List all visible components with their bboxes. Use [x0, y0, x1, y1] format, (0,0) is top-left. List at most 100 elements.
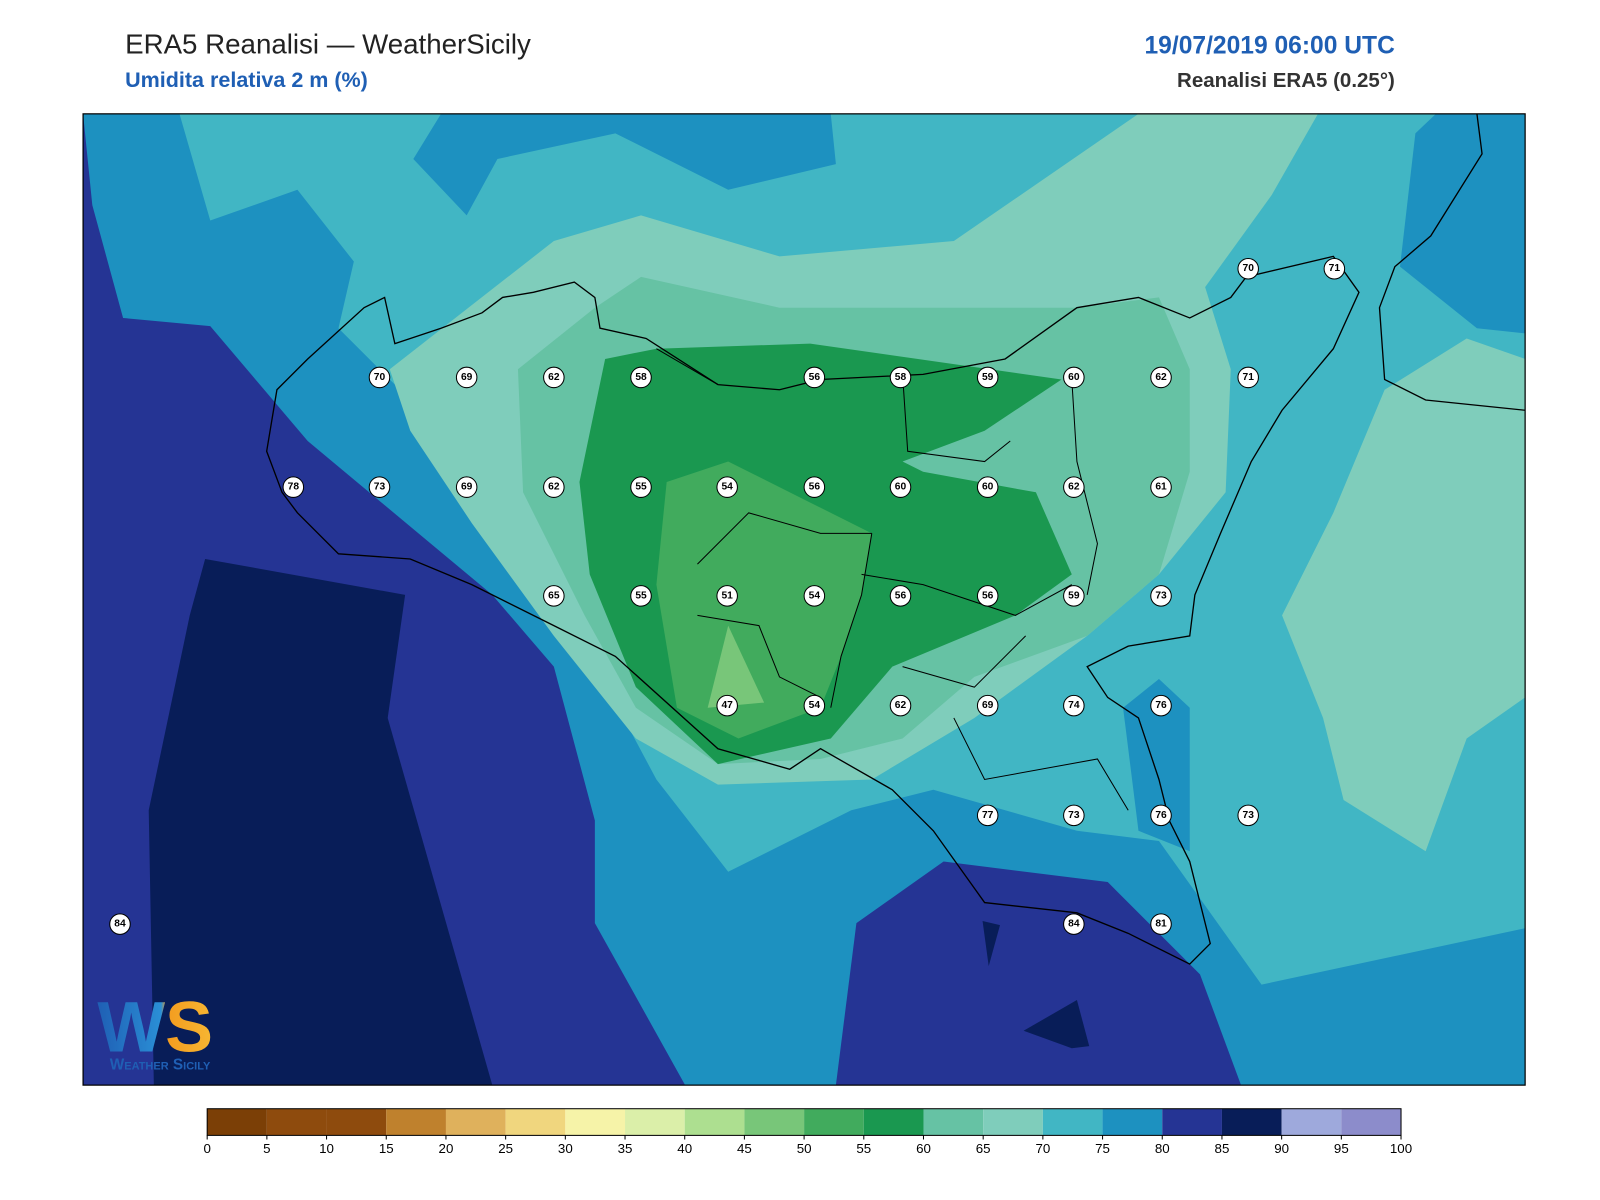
colorbar-bin: [983, 1108, 1043, 1136]
colorbar-bin: [684, 1108, 745, 1136]
station-marker: [368, 476, 391, 498]
colorbar-bin: [266, 1108, 327, 1136]
contour-50-55: [656, 461, 872, 739]
colorbar-tick-label: 65: [976, 1141, 991, 1156]
colorbar-tick-label: 95: [1334, 1141, 1349, 1156]
contour-75-80: [1399, 113, 1526, 334]
colorbar-tick-label: 45: [737, 1141, 752, 1156]
colorbar-bin: [923, 1108, 984, 1136]
colorbar-bin: [1221, 1108, 1282, 1136]
station-marker: [1063, 694, 1085, 717]
station-marker: [1237, 366, 1259, 389]
station-value: 74: [1068, 700, 1080, 711]
station-value: 55: [635, 590, 647, 601]
logo-initials: WS: [97, 987, 213, 1067]
station-marker: [976, 585, 999, 607]
coastline: [1378, 113, 1526, 411]
station-value: 65: [548, 590, 560, 601]
station-value: 62: [548, 482, 560, 493]
station-value: 59: [982, 372, 994, 383]
colorbar-tick-label: 90: [1274, 1141, 1289, 1156]
station-marker: [1063, 476, 1085, 498]
station-value: 73: [374, 482, 386, 493]
station-value: 58: [635, 372, 647, 383]
contour-85-90: [982, 921, 1000, 967]
station-marker: [1150, 366, 1172, 389]
station-marker: [976, 694, 999, 717]
station-marker: [282, 476, 305, 498]
stations: 70 71 70 69 62 58 56 58 59 60 62 71 78 73 69 62 55 54 56 60…: [109, 257, 1346, 935]
station-marker: [1150, 913, 1172, 935]
station-value: 56: [809, 482, 821, 493]
station-value: 55: [635, 482, 647, 493]
colorbar-bin: [1281, 1108, 1342, 1136]
contour-65-70: [1282, 338, 1526, 852]
colorbar-bin: [863, 1108, 924, 1136]
station-value: 73: [1155, 590, 1167, 601]
station-marker: [889, 476, 912, 498]
station-marker: [803, 694, 826, 717]
colorbar-bin: [804, 1108, 864, 1136]
station-marker: [630, 585, 652, 607]
contours: [83, 113, 1526, 1086]
station-marker: [543, 476, 565, 498]
colorbar-tick-label: 25: [498, 1141, 513, 1156]
colorbar-bin: [326, 1108, 387, 1136]
colorbar: 0 5 10 15 20 25 30 35 40 45 50 55 60 65 70 75 80 85 90 95 10…: [203, 1108, 1412, 1156]
station-value: 58: [895, 372, 907, 383]
station-value: 70: [1243, 263, 1255, 274]
station-marker: [716, 585, 738, 607]
station-value: 62: [895, 700, 907, 711]
station-marker: [1150, 476, 1172, 498]
colorbar-bin: [207, 1108, 267, 1136]
station-marker: [976, 366, 999, 389]
station-marker: [976, 804, 999, 827]
contour-85-90: [1023, 1000, 1090, 1049]
station-marker: [1063, 913, 1085, 935]
station-marker: [889, 366, 912, 389]
station-value: 61: [1155, 482, 1167, 493]
coastline: [265, 255, 1360, 965]
colorbar-tick-label: 85: [1215, 1141, 1230, 1156]
map-frame: [82, 113, 1526, 1086]
station-marker: [543, 366, 565, 389]
station-marker: [1150, 585, 1172, 607]
contour-85-90: [148, 558, 493, 1086]
station-marker: [109, 913, 131, 935]
title: ERA5 Reanalisi — WeatherSicily: [125, 28, 531, 59]
colorbar-bin: [445, 1108, 506, 1136]
contour-75-80: [413, 113, 836, 216]
station-marker: [1063, 366, 1085, 389]
station-marker: [803, 476, 826, 498]
station-value: 76: [1155, 700, 1167, 711]
station-value: 73: [1243, 810, 1255, 821]
station-value: 77: [982, 810, 994, 821]
source: Reanalisi ERA5 (0.25°): [1177, 69, 1395, 92]
colorbar-tick-label: 15: [379, 1141, 394, 1156]
colorbar-tick-label: 100: [1390, 1141, 1412, 1156]
station-value: 60: [1068, 372, 1080, 383]
station-marker: [455, 366, 478, 389]
station-value: 84: [1068, 919, 1080, 930]
station-value: 69: [982, 700, 994, 711]
logo-name: Weather Sicily: [110, 1057, 211, 1074]
station-marker: [1237, 804, 1259, 827]
colorbar-tick-label: 40: [677, 1141, 692, 1156]
station-value: 56: [982, 590, 994, 601]
station-marker: [716, 476, 738, 498]
colorbar-tick-label: 5: [263, 1141, 270, 1156]
station-marker: [1063, 585, 1085, 607]
station-marker: [630, 366, 652, 389]
datetime: 19/07/2019 06:00 UTC: [1144, 32, 1395, 59]
station-value: 54: [721, 482, 733, 493]
colorbar-bin: [505, 1108, 566, 1136]
station-value: 60: [982, 482, 994, 493]
station-marker: [889, 585, 912, 607]
contour-45-50: [707, 625, 765, 708]
colorbar-tick-label: 75: [1095, 1141, 1110, 1156]
station-value: 59: [1068, 590, 1080, 601]
station-marker: [803, 366, 826, 389]
station-marker: [1063, 804, 1085, 827]
station-marker: [1150, 804, 1172, 827]
